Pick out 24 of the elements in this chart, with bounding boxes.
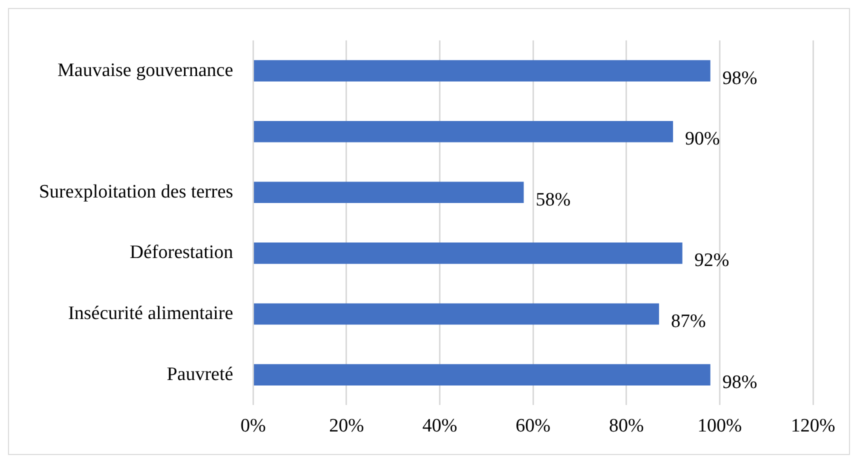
bar [254, 303, 660, 325]
x-tick-label: 0% [240, 416, 266, 437]
x-tick-label: 120% [790, 416, 836, 437]
data-label: 98% [722, 68, 758, 89]
x-tick-label: 80% [608, 416, 644, 437]
bar [254, 364, 710, 386]
x-tick-label: 60% [516, 416, 551, 437]
data-label: 98% [722, 372, 758, 393]
y-tick-label: Mauvaise gouvernance [57, 60, 234, 81]
x-tick-label: 20% [329, 416, 364, 437]
y-tick-label: Déforestation [130, 242, 234, 264]
bar [254, 182, 524, 204]
x-tick-label: 40% [422, 416, 458, 437]
data-label: 87% [671, 310, 706, 332]
y-tick-label: Surexploitation des terres [38, 181, 234, 202]
data-label: 92% [694, 250, 730, 272]
bar [254, 120, 674, 142]
bar [254, 242, 682, 264]
data-label: 90% [685, 128, 720, 150]
y-tick-label: Pauvreté [166, 364, 234, 385]
bar [254, 60, 710, 82]
data-label: 58% [536, 189, 571, 210]
y-tick-label: Insécurité alimentaire [68, 302, 234, 324]
x-tick-label: 100% [698, 416, 742, 437]
